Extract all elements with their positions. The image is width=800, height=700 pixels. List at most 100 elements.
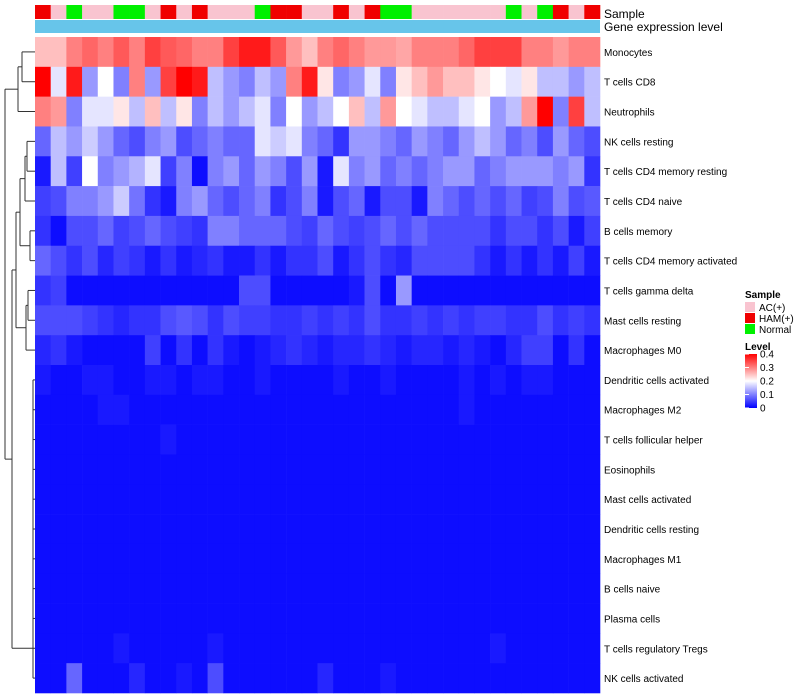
heatmap-cell <box>191 365 208 396</box>
heatmap-cell <box>411 663 428 694</box>
heatmap-cell <box>490 514 507 545</box>
heatmap-cell <box>490 663 507 694</box>
heatmap-cell <box>411 126 428 157</box>
heatmap-cell <box>333 394 350 425</box>
heatmap-cell <box>223 633 240 664</box>
heatmap-cell <box>505 186 522 217</box>
heatmap-cell <box>50 215 67 247</box>
heatmap-cell <box>50 275 67 306</box>
heatmap-cell <box>395 215 412 247</box>
heatmap-cell <box>474 484 491 515</box>
heatmap-cell <box>317 633 334 664</box>
heatmap-cell <box>474 603 491 634</box>
heatmap-cell <box>254 156 271 187</box>
heatmap-cell <box>348 484 365 515</box>
heatmap-cell <box>50 394 67 425</box>
heatmap-cell <box>584 275 601 306</box>
heatmap-cell <box>317 66 334 97</box>
heatmap-cell <box>176 96 193 127</box>
heatmap-cell <box>458 305 475 336</box>
heatmap-cell <box>207 603 224 634</box>
heatmap-cell <box>254 66 271 97</box>
heatmap-cell <box>348 275 365 306</box>
heatmap-cell <box>458 484 475 515</box>
heatmap-cell <box>254 335 271 366</box>
heatmap-cell <box>176 543 193 575</box>
heatmap-cell <box>395 126 412 157</box>
heatmap-cell <box>207 335 224 366</box>
heatmap-cell <box>537 96 554 127</box>
heatmap-cell <box>411 424 428 455</box>
heatmap-cell <box>144 454 161 485</box>
heatmap-cell <box>270 573 287 604</box>
heatmap-cell <box>35 365 51 396</box>
heatmap-cell <box>443 394 460 425</box>
heatmap-cell <box>97 543 114 575</box>
heatmap-cell <box>490 424 507 455</box>
heatmap-cell <box>411 603 428 634</box>
heatmap-cell <box>239 305 256 336</box>
heatmap-cell <box>97 275 114 306</box>
heatmap-cell <box>66 603 83 634</box>
heatmap-cell <box>317 603 334 634</box>
heatmap-cell <box>113 365 130 396</box>
level-tick-label: 0.4 <box>760 350 774 361</box>
heatmap-cell <box>97 156 114 187</box>
heatmap-cell <box>144 514 161 545</box>
heatmap-cell <box>505 335 522 366</box>
heatmap-cell <box>97 633 114 664</box>
heatmap-cell <box>474 305 491 336</box>
heatmap-cell <box>584 66 601 97</box>
heatmap-cell <box>411 394 428 425</box>
heatmap-cell <box>50 424 67 455</box>
heatmap-cell <box>50 335 67 366</box>
heatmap-cell <box>254 365 271 396</box>
heatmap-cell <box>239 603 256 634</box>
heatmap-cell <box>333 365 350 396</box>
heatmap-cell <box>411 245 428 276</box>
heatmap-cell <box>176 394 193 425</box>
heatmap-cell <box>301 245 318 276</box>
heatmap-cell <box>333 603 350 634</box>
heatmap-cell <box>82 156 99 187</box>
heatmap-cell <box>239 275 256 306</box>
heatmap-cell <box>66 633 83 664</box>
heatmap-cell <box>443 215 460 247</box>
heatmap-cell <box>364 424 381 455</box>
heatmap-cell <box>191 454 208 485</box>
heatmap-cell <box>458 126 475 157</box>
row-label: NK cells resting <box>604 137 673 148</box>
heatmap-cell <box>584 365 601 396</box>
heatmap-cell <box>490 573 507 604</box>
heatmap-cell <box>223 394 240 425</box>
heatmap-cell <box>427 454 444 485</box>
heatmap-cell <box>380 484 397 515</box>
heatmap-cell <box>223 603 240 634</box>
heatmap-cell <box>552 126 569 157</box>
heatmap-cell <box>66 275 83 306</box>
heatmap-cell <box>443 424 460 455</box>
heatmap-cell <box>301 305 318 336</box>
heatmap-cell <box>160 305 177 336</box>
heatmap-cell <box>537 37 554 68</box>
heatmap-cell <box>270 275 287 306</box>
heatmap-cell <box>160 245 177 276</box>
heatmap-cell <box>568 514 585 545</box>
heatmap-cell <box>50 96 67 127</box>
sample-track-cell <box>584 5 601 19</box>
heatmap-cell <box>505 245 522 276</box>
row-label: B cells memory <box>604 227 672 238</box>
heatmap-cell <box>66 663 83 694</box>
heatmap-cell <box>552 484 569 515</box>
heatmap-cell <box>129 156 146 187</box>
row-label: Eosinophils <box>604 465 655 476</box>
heatmap-cell <box>395 484 412 515</box>
heatmap-cell <box>97 215 114 247</box>
heatmap-cell <box>458 186 475 217</box>
heatmap-cell <box>82 305 99 336</box>
heatmap-cell <box>191 275 208 306</box>
sample-track-cell <box>411 5 428 19</box>
heatmap-cell <box>97 245 114 276</box>
heatmap-cell <box>286 126 303 157</box>
heatmap-cell <box>286 543 303 575</box>
